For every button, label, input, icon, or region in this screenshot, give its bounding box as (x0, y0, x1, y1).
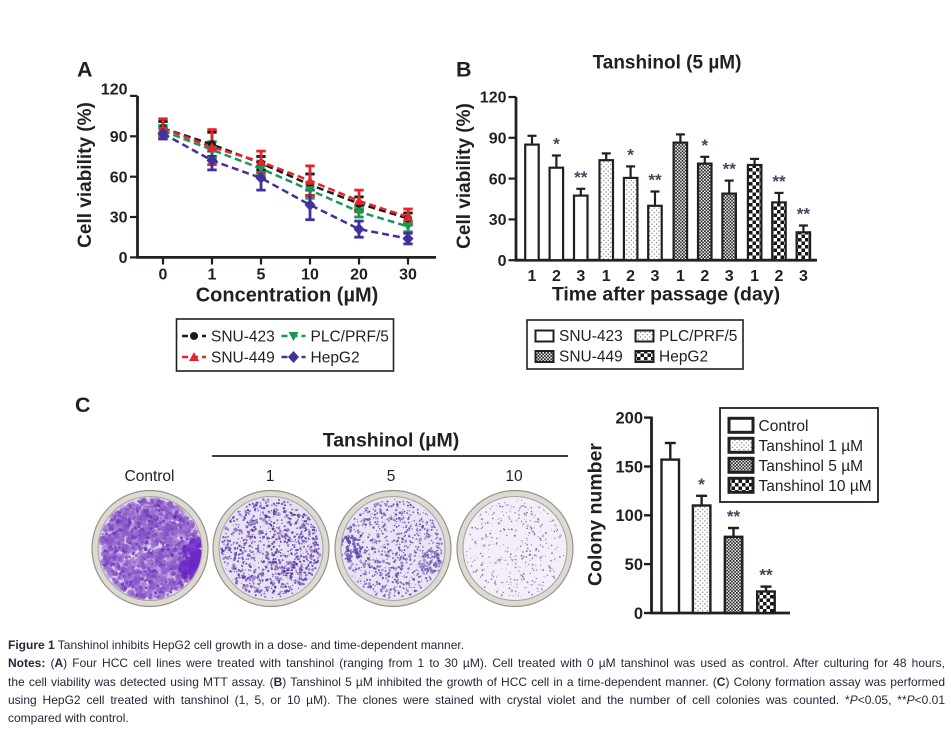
svg-text:1: 1 (750, 268, 759, 285)
svg-text:30: 30 (110, 210, 128, 227)
svg-text:3: 3 (651, 268, 660, 285)
svg-text:10: 10 (505, 468, 523, 485)
svg-text:Cell viability (%): Cell viability (%) (454, 103, 475, 249)
svg-text:90: 90 (110, 129, 128, 146)
svg-text:SNU-423: SNU-423 (559, 328, 623, 345)
svg-text:100: 100 (615, 507, 643, 525)
svg-text:2: 2 (552, 268, 561, 285)
svg-text:Control: Control (759, 418, 809, 435)
svg-text:2: 2 (775, 268, 784, 285)
svg-text:SNU-449: SNU-449 (559, 349, 623, 366)
svg-text:0: 0 (119, 250, 128, 267)
svg-text:*: * (701, 136, 708, 155)
svg-text:30: 30 (489, 212, 507, 229)
svg-text:**: ** (759, 566, 773, 585)
svg-text:B: B (456, 58, 472, 82)
svg-text:A: A (77, 58, 93, 82)
svg-text:120: 120 (101, 82, 128, 99)
svg-text:200: 200 (615, 410, 643, 428)
svg-text:1: 1 (208, 267, 217, 284)
svg-text:150: 150 (615, 458, 643, 476)
svg-text:**: ** (723, 160, 737, 179)
svg-text:Time after passage (day): Time after passage (day) (552, 284, 780, 306)
svg-text:Tanshinol 10 µM: Tanshinol 10 µM (759, 478, 872, 495)
svg-text:SNU-423: SNU-423 (211, 329, 275, 346)
svg-text:0: 0 (634, 605, 643, 623)
svg-text:HepG2: HepG2 (659, 349, 708, 366)
svg-text:Tanshinol 5 µM: Tanshinol 5 µM (759, 458, 864, 475)
svg-text:10: 10 (301, 267, 319, 284)
svg-text:3: 3 (799, 268, 808, 285)
svg-text:60: 60 (110, 169, 128, 186)
svg-text:50: 50 (625, 556, 643, 574)
svg-text:5: 5 (257, 267, 266, 284)
svg-text:1: 1 (676, 268, 685, 285)
svg-text:C: C (75, 393, 91, 417)
svg-text:90: 90 (489, 131, 507, 148)
svg-text:1: 1 (266, 468, 275, 485)
svg-text:20: 20 (350, 267, 368, 284)
svg-text:PLC/PRF/5: PLC/PRF/5 (659, 328, 737, 345)
svg-text:0: 0 (498, 253, 507, 270)
svg-text:**: ** (648, 171, 662, 190)
svg-text:2: 2 (700, 268, 709, 285)
svg-text:*: * (627, 145, 634, 164)
svg-text:Tanshinol (µM): Tanshinol (µM) (323, 430, 460, 452)
svg-text:Control: Control (125, 468, 175, 485)
svg-text:Tanshinol (5 µM): Tanshinol (5 µM) (593, 53, 742, 74)
svg-text:*: * (553, 135, 560, 154)
svg-text:120: 120 (480, 90, 507, 107)
svg-text:*: * (698, 475, 705, 494)
svg-text:0: 0 (159, 267, 168, 284)
svg-text:1: 1 (528, 268, 537, 285)
svg-text:SNU-449: SNU-449 (211, 350, 275, 367)
svg-text:**: ** (574, 168, 588, 187)
svg-text:PLC/PRF/5: PLC/PRF/5 (311, 329, 389, 346)
svg-text:5: 5 (387, 468, 396, 485)
svg-text:**: ** (797, 205, 811, 224)
svg-text:**: ** (727, 507, 741, 526)
svg-text:60: 60 (489, 171, 507, 188)
svg-text:HepG2: HepG2 (311, 350, 360, 367)
svg-text:30: 30 (399, 267, 417, 284)
svg-text:3: 3 (576, 268, 585, 285)
svg-text:Tanshinol 1 µM: Tanshinol 1 µM (759, 438, 864, 455)
svg-text:Colony number: Colony number (585, 443, 607, 586)
svg-text:Cell viability (%): Cell viability (%) (75, 102, 96, 248)
svg-text:**: ** (772, 172, 786, 191)
svg-text:1: 1 (602, 268, 611, 285)
svg-text:2: 2 (626, 268, 635, 285)
svg-text:Concentration (µM): Concentration (µM) (196, 285, 379, 307)
svg-text:3: 3 (725, 268, 734, 285)
